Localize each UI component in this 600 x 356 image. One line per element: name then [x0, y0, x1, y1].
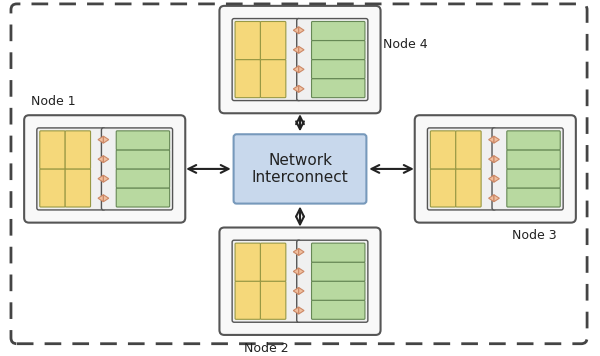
- FancyBboxPatch shape: [430, 169, 456, 207]
- Polygon shape: [299, 288, 304, 294]
- FancyBboxPatch shape: [311, 300, 365, 319]
- FancyBboxPatch shape: [260, 21, 286, 59]
- FancyBboxPatch shape: [430, 131, 456, 169]
- FancyBboxPatch shape: [260, 59, 286, 98]
- Polygon shape: [488, 136, 494, 143]
- FancyBboxPatch shape: [101, 128, 173, 210]
- FancyBboxPatch shape: [311, 21, 365, 41]
- Polygon shape: [293, 307, 299, 314]
- FancyBboxPatch shape: [507, 169, 560, 188]
- Polygon shape: [103, 175, 109, 182]
- FancyBboxPatch shape: [65, 169, 91, 207]
- Polygon shape: [293, 268, 299, 275]
- FancyBboxPatch shape: [24, 115, 185, 222]
- FancyBboxPatch shape: [427, 128, 496, 210]
- Polygon shape: [299, 27, 304, 34]
- FancyBboxPatch shape: [456, 169, 481, 207]
- Polygon shape: [293, 66, 299, 73]
- FancyBboxPatch shape: [116, 131, 170, 150]
- FancyBboxPatch shape: [492, 128, 563, 210]
- FancyBboxPatch shape: [235, 21, 260, 59]
- FancyBboxPatch shape: [235, 59, 260, 98]
- FancyBboxPatch shape: [311, 79, 365, 98]
- FancyBboxPatch shape: [232, 19, 301, 101]
- FancyBboxPatch shape: [297, 240, 368, 322]
- FancyBboxPatch shape: [311, 41, 365, 59]
- Polygon shape: [98, 175, 103, 182]
- Polygon shape: [293, 46, 299, 53]
- FancyBboxPatch shape: [507, 188, 560, 207]
- Polygon shape: [293, 27, 299, 34]
- Text: Network
Interconnect: Network Interconnect: [251, 153, 349, 185]
- FancyBboxPatch shape: [507, 131, 560, 150]
- FancyBboxPatch shape: [260, 281, 286, 319]
- FancyBboxPatch shape: [40, 169, 65, 207]
- FancyBboxPatch shape: [232, 240, 301, 322]
- FancyBboxPatch shape: [311, 262, 365, 281]
- FancyBboxPatch shape: [220, 227, 380, 335]
- Polygon shape: [494, 195, 499, 202]
- Polygon shape: [98, 156, 103, 163]
- FancyBboxPatch shape: [40, 131, 65, 169]
- FancyBboxPatch shape: [116, 188, 170, 207]
- Polygon shape: [98, 195, 103, 202]
- FancyBboxPatch shape: [37, 128, 106, 210]
- FancyBboxPatch shape: [415, 115, 576, 222]
- FancyBboxPatch shape: [116, 169, 170, 188]
- Polygon shape: [293, 248, 299, 255]
- Polygon shape: [488, 195, 494, 202]
- Polygon shape: [299, 268, 304, 275]
- FancyBboxPatch shape: [65, 131, 91, 169]
- Text: Node 3: Node 3: [512, 230, 557, 242]
- FancyBboxPatch shape: [233, 134, 367, 204]
- Polygon shape: [299, 46, 304, 53]
- Polygon shape: [98, 136, 103, 143]
- Polygon shape: [494, 136, 499, 143]
- Text: Node 4: Node 4: [383, 38, 428, 51]
- FancyBboxPatch shape: [116, 150, 170, 169]
- Polygon shape: [299, 66, 304, 73]
- FancyBboxPatch shape: [235, 281, 260, 319]
- Polygon shape: [299, 307, 304, 314]
- Polygon shape: [293, 288, 299, 294]
- FancyBboxPatch shape: [311, 59, 365, 79]
- Polygon shape: [494, 175, 499, 182]
- FancyBboxPatch shape: [297, 19, 368, 101]
- FancyBboxPatch shape: [235, 243, 260, 281]
- Polygon shape: [488, 175, 494, 182]
- FancyBboxPatch shape: [311, 281, 365, 300]
- Polygon shape: [103, 136, 109, 143]
- FancyBboxPatch shape: [456, 131, 481, 169]
- Polygon shape: [103, 156, 109, 163]
- Polygon shape: [299, 85, 304, 92]
- Polygon shape: [103, 195, 109, 202]
- Polygon shape: [494, 156, 499, 163]
- Polygon shape: [299, 248, 304, 255]
- Polygon shape: [488, 156, 494, 163]
- Text: Node 1: Node 1: [31, 95, 76, 108]
- Text: Node 2: Node 2: [244, 342, 289, 355]
- Polygon shape: [293, 85, 299, 92]
- FancyBboxPatch shape: [311, 243, 365, 262]
- FancyBboxPatch shape: [507, 150, 560, 169]
- FancyBboxPatch shape: [220, 6, 380, 113]
- FancyBboxPatch shape: [260, 243, 286, 281]
